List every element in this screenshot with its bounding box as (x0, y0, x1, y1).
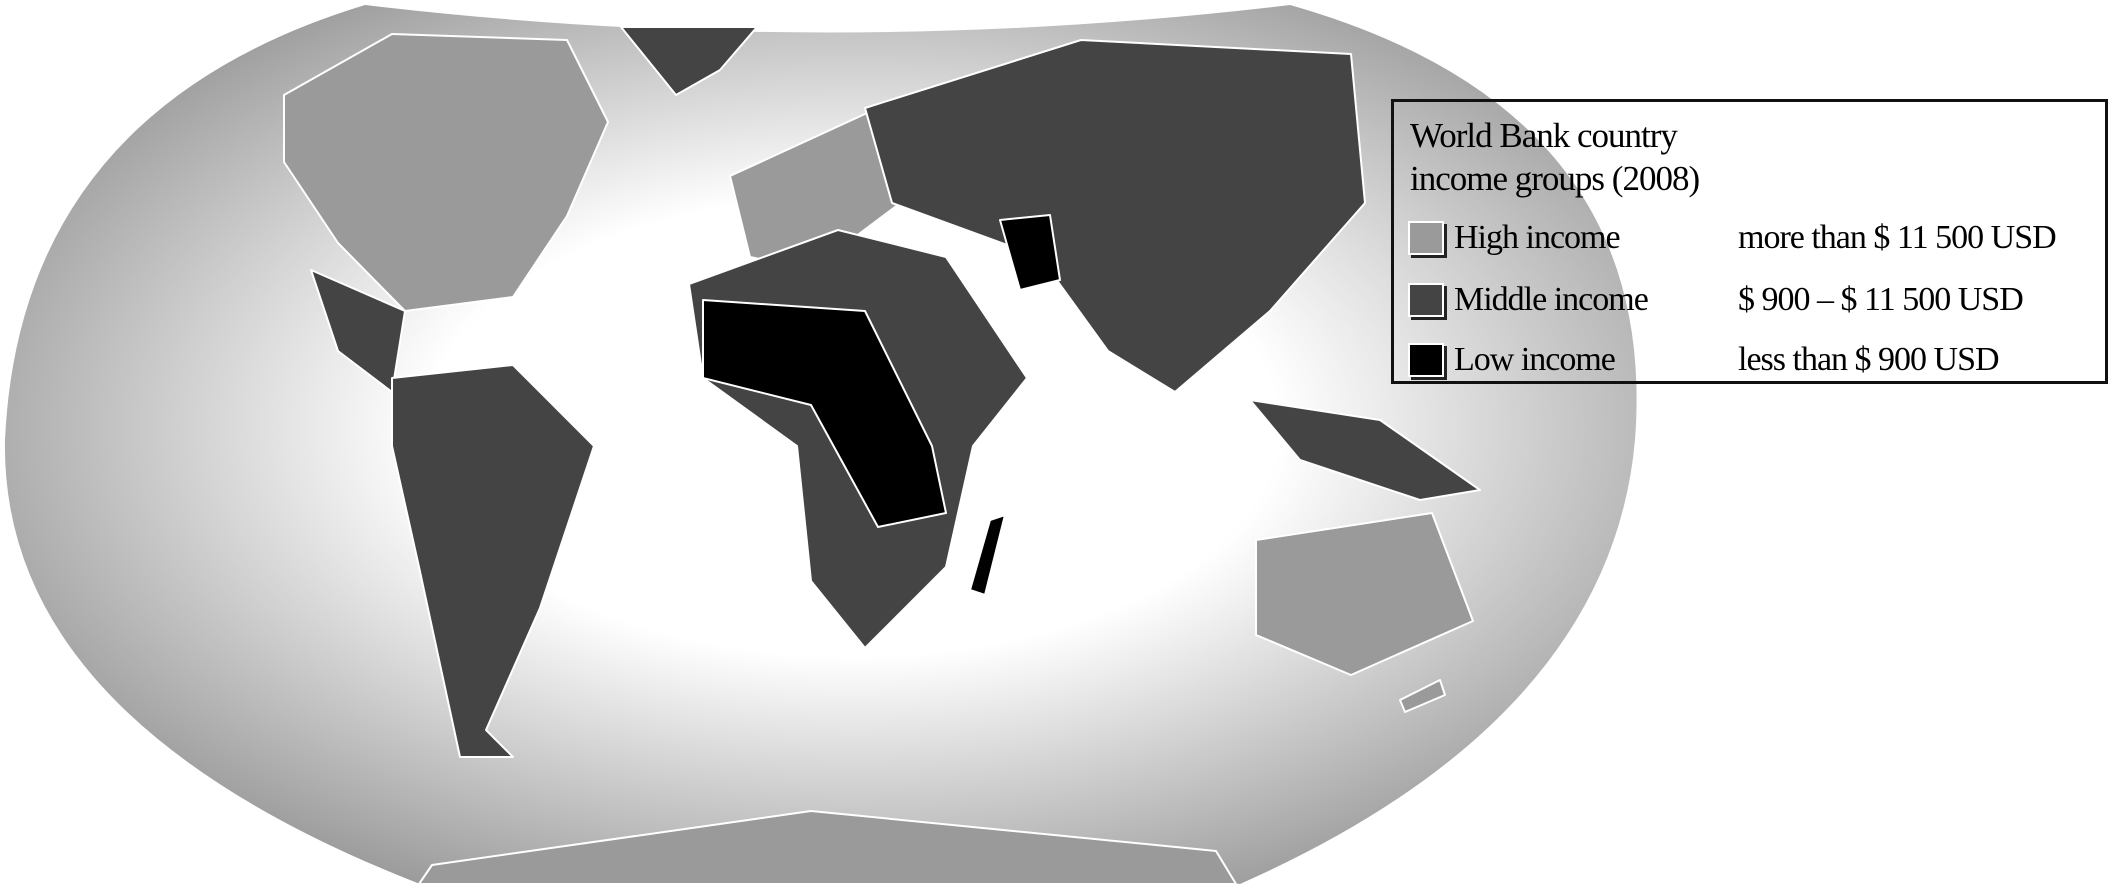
region-africa-low (702, 299, 947, 528)
region-south-america (391, 364, 595, 758)
region-greenland (620, 26, 758, 96)
swatch-low-income (1408, 343, 1444, 377)
region-madagascar (969, 514, 1006, 596)
legend-item-low-income: Low income less than $ 900 USD (1408, 340, 2000, 380)
legend-label: High income (1454, 219, 1621, 256)
region-europe-high (729, 107, 920, 271)
region-southeast-asia (1249, 399, 1481, 501)
legend-range: $ 900 – $ 11 500 USD (1738, 281, 2024, 318)
region-south-asia-low (999, 214, 1061, 291)
legend-label: Middle income (1454, 281, 1649, 318)
region-north-america-high (283, 33, 609, 312)
region-antarctica-high (418, 810, 1237, 885)
legend-title: World Bank country income groups (2008) (1410, 114, 1700, 200)
swatch-middle-income (1408, 283, 1444, 317)
region-asia (864, 39, 1366, 393)
legend-title-line2: income groups (2008) (1410, 159, 1700, 198)
swatch-high-income (1408, 221, 1444, 255)
legend-item-middle-income: Middle income $ 900 – $ 11 500 USD (1408, 280, 2024, 320)
region-new-zealand (1399, 679, 1446, 713)
map-legend: World Bank country income groups (2008) … (1391, 99, 2108, 384)
region-australia-high (1255, 512, 1474, 676)
legend-range: less than $ 900 USD (1738, 341, 2000, 378)
legend-label: Low income (1454, 341, 1616, 378)
legend-range: more than $ 11 500 USD (1738, 219, 2057, 256)
legend-title-line1: World Bank country (1410, 116, 1678, 155)
legend-item-high-income: High income more than $ 11 500 USD (1408, 218, 2057, 258)
